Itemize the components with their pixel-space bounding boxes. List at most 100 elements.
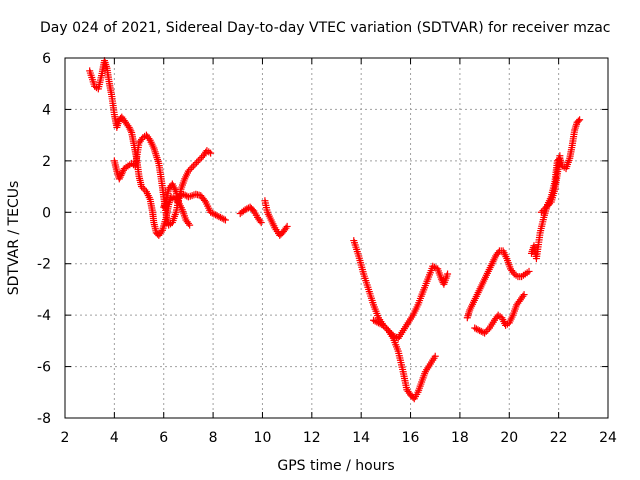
data-point-marker xyxy=(157,228,165,236)
plot-frame xyxy=(64,57,609,419)
data-point-marker xyxy=(191,160,199,168)
data-point-marker xyxy=(546,200,554,208)
data-point-marker xyxy=(220,215,228,223)
data-point-marker xyxy=(484,326,492,334)
x-tick-label: 6 xyxy=(159,430,168,446)
x-axis-label: GPS time / hours xyxy=(277,458,394,474)
data-point-marker xyxy=(188,164,196,172)
data-point-marker xyxy=(186,221,194,229)
data-point-marker xyxy=(218,214,226,222)
y-tick-label: 0 xyxy=(42,205,51,221)
data-point-marker xyxy=(542,203,550,211)
data-point-marker xyxy=(207,149,215,157)
data-points xyxy=(86,57,584,403)
x-tick-label: 10 xyxy=(254,430,272,446)
data-point-marker xyxy=(196,155,204,163)
data-point-marker xyxy=(429,262,437,270)
data-point-marker xyxy=(216,213,224,221)
data-point-marker xyxy=(472,325,480,333)
data-point-marker xyxy=(125,123,133,131)
data-point-marker xyxy=(371,317,379,325)
y-tick-label: -6 xyxy=(37,360,51,376)
data-point-marker xyxy=(509,268,517,276)
data-point-marker xyxy=(141,186,149,194)
data-point-marker xyxy=(494,249,502,257)
data-point-marker xyxy=(556,152,564,160)
data-point-marker xyxy=(389,332,397,340)
data-point-marker xyxy=(115,175,123,183)
data-point-marker xyxy=(138,183,146,191)
data-point-marker xyxy=(117,171,125,179)
x-tick-label: 22 xyxy=(550,430,568,446)
y-tick-label: -4 xyxy=(37,308,51,324)
data-point-marker xyxy=(482,327,490,335)
data-point-marker xyxy=(383,325,391,333)
data-point-marker xyxy=(544,201,552,209)
data-point-marker xyxy=(430,263,438,271)
data-point-marker xyxy=(181,191,189,199)
data-point-marker xyxy=(379,321,387,329)
data-point-marker xyxy=(138,135,146,143)
data-point-marker xyxy=(126,125,134,133)
x-tick-label: 16 xyxy=(402,430,420,446)
x-tick-label: 8 xyxy=(209,430,218,446)
data-point-marker xyxy=(537,208,545,216)
x-tick-label: 2 xyxy=(61,430,70,446)
y-tick-label: -2 xyxy=(37,257,51,273)
data-point-marker xyxy=(127,127,135,135)
data-point-marker xyxy=(431,352,439,360)
data-point-marker xyxy=(210,210,218,218)
y-tick-label: 6 xyxy=(42,51,51,67)
x-tick-label: 18 xyxy=(451,430,469,446)
x-tick-label: 4 xyxy=(110,430,119,446)
chart-title: Day 024 of 2021, Sidereal Day-to-day VTE… xyxy=(40,20,610,36)
data-point-marker xyxy=(221,216,229,224)
data-point-marker xyxy=(519,292,527,300)
data-point-marker xyxy=(481,329,489,337)
data-point-marker xyxy=(145,135,153,143)
data-point-marker xyxy=(520,291,528,299)
data-point-marker xyxy=(576,116,584,124)
x-tick-label: 20 xyxy=(500,430,518,446)
data-point-marker xyxy=(207,208,215,216)
data-point-marker xyxy=(541,205,549,213)
data-point-marker xyxy=(184,167,192,175)
data-point-marker xyxy=(189,162,197,170)
data-point-marker xyxy=(184,219,192,227)
data-point-marker xyxy=(282,224,290,232)
data-point-marker xyxy=(194,157,202,165)
data-point-marker xyxy=(539,207,547,215)
data-point-marker xyxy=(118,170,126,178)
data-point-marker xyxy=(381,323,389,331)
data-point-marker xyxy=(376,320,384,328)
y-tick-label: 4 xyxy=(42,102,51,118)
data-point-marker xyxy=(444,270,452,278)
data-point-marker xyxy=(471,324,479,332)
data-point-marker xyxy=(212,211,220,219)
data-point-marker xyxy=(525,267,533,275)
data-point-marker xyxy=(257,219,265,227)
data-point-marker xyxy=(370,316,378,324)
data-point-marker xyxy=(474,326,482,334)
data-point-marker xyxy=(479,328,487,336)
data-point-marker xyxy=(119,168,127,176)
x-tick-label: 14 xyxy=(352,430,370,446)
y-tick-label: -8 xyxy=(37,411,51,427)
y-tick-label: 2 xyxy=(42,154,51,170)
data-point-marker xyxy=(574,117,582,125)
data-point-marker xyxy=(386,328,394,336)
data-point-marker xyxy=(256,217,264,225)
axis-ticks xyxy=(64,57,609,419)
y-axis-label: SDTVAR / TECUs xyxy=(6,181,22,296)
grid-lines xyxy=(65,58,608,418)
data-point-marker xyxy=(373,318,381,326)
data-point-marker xyxy=(139,184,147,192)
data-point-marker xyxy=(193,159,201,167)
x-tick-label: 12 xyxy=(303,430,321,446)
data-point-marker xyxy=(384,327,392,335)
data-point-marker xyxy=(283,222,291,230)
x-tick-label: 24 xyxy=(599,430,617,446)
data-point-marker xyxy=(437,275,445,283)
